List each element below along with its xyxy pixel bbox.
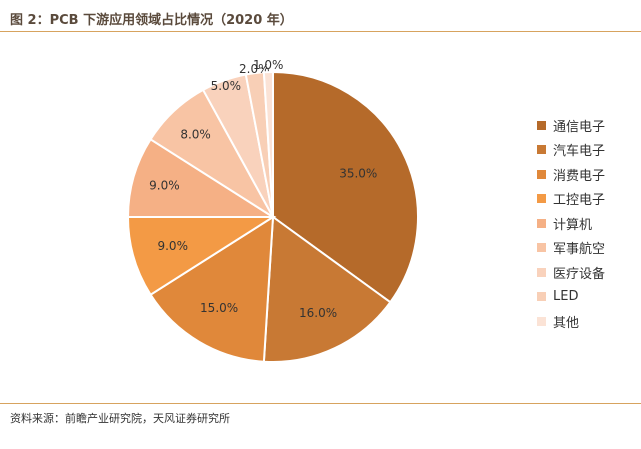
- legend-swatch: [537, 243, 546, 253]
- legend-swatch: [537, 145, 546, 155]
- legend-item: 军事航空: [537, 236, 605, 261]
- slice-data-label: 15.0%: [200, 301, 238, 315]
- legend-label: 其他: [553, 315, 580, 331]
- pie-slice: [126, 216, 277, 297]
- pie-slice: [272, 70, 419, 304]
- slice-data-label: 8.0%: [180, 128, 211, 142]
- legend-swatch: [537, 120, 546, 130]
- legend-item: 消费电子: [537, 162, 605, 187]
- pie-slice: [149, 215, 275, 363]
- chart-title: 图 2：PCB 下游应用领域占比情况（2020 年）: [10, 13, 293, 28]
- legend-item: 通信电子: [537, 113, 605, 138]
- pie-slice: [262, 70, 274, 218]
- legend-swatch: [537, 267, 546, 277]
- source-divider: [0, 403, 641, 404]
- legend-label: LED: [553, 289, 579, 305]
- slice-data-label: 35.0%: [339, 167, 377, 181]
- pie-slice: [126, 137, 277, 218]
- legend-label: 消费电子: [553, 168, 606, 184]
- legend-item: 汽车电子: [537, 138, 605, 163]
- legend-item: LED: [537, 285, 605, 310]
- pie-slice: [262, 215, 392, 363]
- slice-data-label: 9.0%: [157, 239, 188, 253]
- legend-swatch: [537, 316, 546, 326]
- legend-label: 工控电子: [553, 193, 606, 209]
- legend-item: 其他: [537, 309, 605, 334]
- legend-label: 军事航空: [553, 242, 606, 258]
- legend-label: 通信电子: [553, 119, 606, 135]
- legend: 通信电子汽车电子消费电子工控电子计算机军事航空医疗设备 LED 其他: [537, 113, 605, 334]
- legend-item: 计算机: [537, 211, 605, 236]
- slice-data-label: 1.0%: [253, 58, 284, 72]
- legend-swatch: [537, 169, 546, 179]
- slice-data-label: 9.0%: [149, 178, 180, 192]
- legend-label: 汽车电子: [553, 144, 606, 160]
- legend-item: 工控电子: [537, 187, 605, 212]
- title-divider: [0, 31, 641, 32]
- legend-item: 医疗设备: [537, 260, 605, 285]
- slice-data-label: 16.0%: [299, 306, 337, 320]
- legend-swatch: [537, 218, 546, 228]
- legend-label: 医疗设备: [553, 266, 606, 282]
- slice-data-label: 5.0%: [211, 79, 242, 93]
- source-note: 资料来源：前瞻产业研究院，天风证券研究所: [10, 412, 230, 425]
- legend-swatch: [537, 194, 546, 204]
- slice-data-label: 2.0%: [239, 62, 270, 76]
- legend-label: 计算机: [553, 217, 593, 233]
- legend-swatch: [537, 292, 546, 302]
